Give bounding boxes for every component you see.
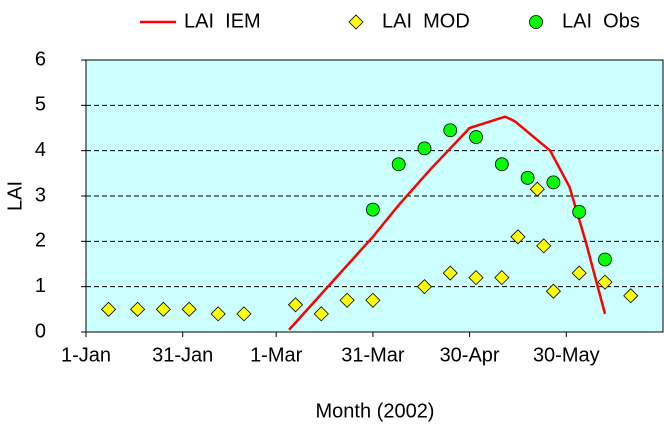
data-point (417, 141, 432, 156)
data-point (536, 238, 552, 254)
y-tick-label: 4 (35, 139, 46, 161)
x-tick-label: 30-May (533, 344, 600, 366)
data-point (598, 252, 612, 267)
legend-swatch (348, 14, 364, 30)
series-line (288, 115, 607, 331)
data-point (494, 270, 510, 286)
y-tick-label: 6 (35, 48, 46, 70)
x-tick-label: 1-Jan (61, 344, 111, 366)
x-tick-label: 31-Jan (152, 344, 213, 366)
data-point (365, 292, 381, 308)
data-point (468, 270, 484, 286)
data-point (391, 157, 406, 172)
data-point (520, 170, 535, 185)
data-point (571, 265, 587, 281)
x-axis-title: Month (2002) (316, 400, 435, 422)
data-point (210, 306, 226, 322)
y-tick-label: 5 (35, 94, 46, 116)
data-point (623, 288, 639, 304)
y-tick-label: 1 (35, 275, 46, 297)
data-point (494, 157, 509, 172)
data-point (443, 123, 458, 138)
legend-label: LAI IEM (184, 10, 261, 32)
data-point (546, 175, 561, 190)
data-point (236, 306, 252, 322)
data-point (442, 265, 458, 281)
data-point (572, 204, 587, 219)
data-point (469, 130, 483, 144)
legend-label: LAI MOD (382, 10, 470, 32)
data-point (365, 202, 380, 217)
x-tick-label: 31-Mar (341, 344, 405, 366)
x-tick-label: 30-Apr (440, 344, 500, 366)
data-point (130, 301, 146, 317)
legend-swatch (529, 15, 543, 29)
data-point (287, 297, 304, 313)
data-point (529, 181, 545, 197)
data-point (313, 306, 329, 322)
x-tick-label: 1-Mar (250, 344, 303, 366)
data-point (181, 301, 197, 317)
data-point (545, 283, 561, 299)
data-point (597, 274, 613, 290)
y-tick-label: 3 (35, 184, 46, 206)
y-axis-title: LAI (4, 181, 26, 211)
data-point (416, 279, 433, 295)
data-point (510, 229, 526, 245)
legend-label: LAI Obs (562, 10, 640, 32)
y-tick-label: 2 (35, 230, 46, 252)
y-tick-label: 0 (35, 320, 46, 342)
data-point (339, 292, 355, 308)
data-point (100, 301, 117, 317)
data-point (155, 301, 171, 317)
